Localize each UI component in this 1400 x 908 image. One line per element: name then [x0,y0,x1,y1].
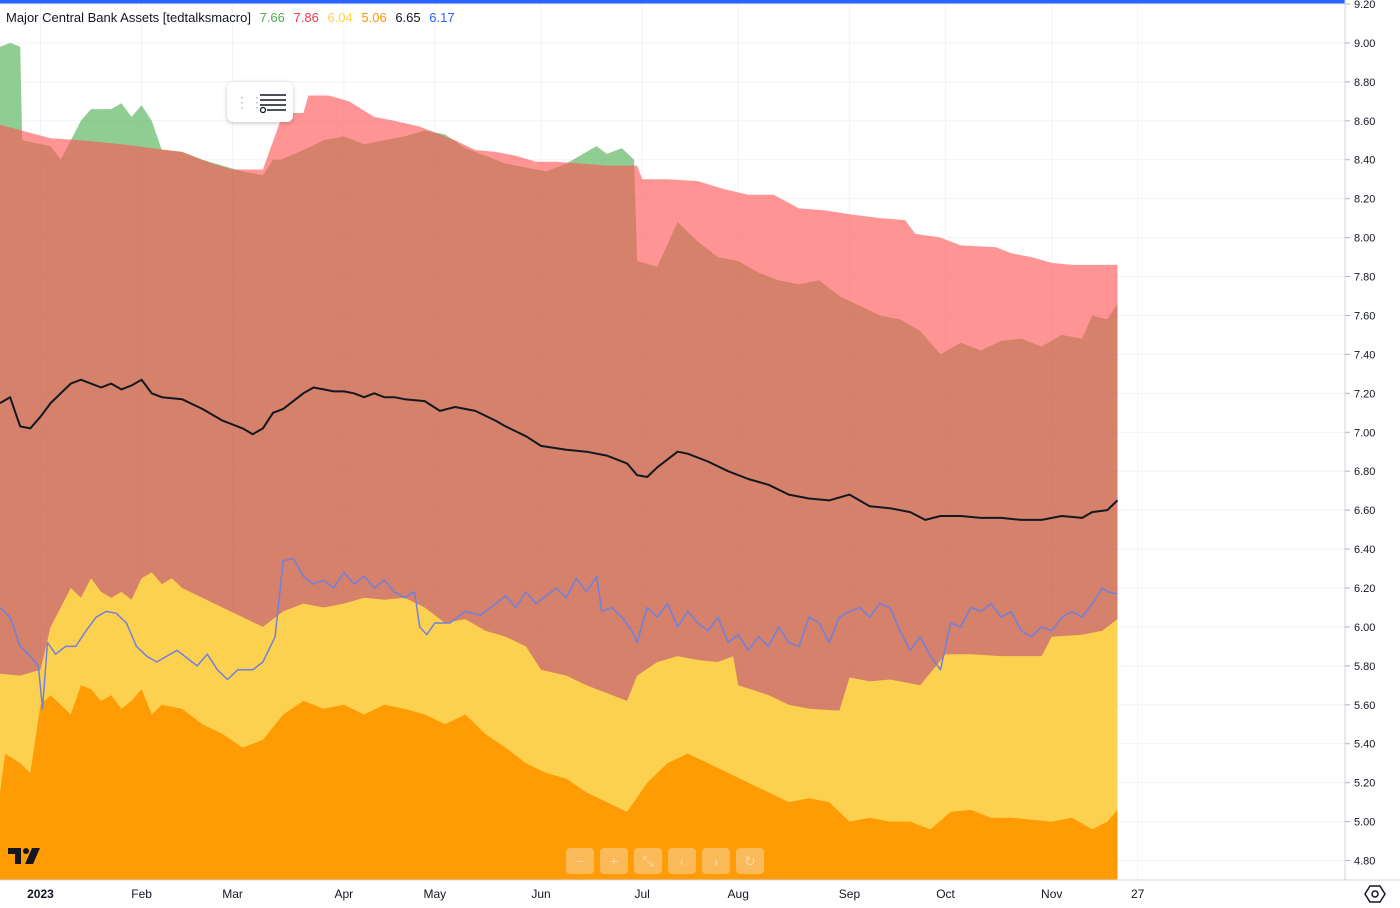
x-tick-label: Mar [222,887,243,901]
chevron-right-icon[interactable]: › [702,848,730,874]
y-tick-label: 5.40 [1354,739,1375,751]
y-tick-label: 4.80 [1354,856,1375,868]
reset-icon[interactable]: ↻ [736,848,764,874]
time-axis [0,880,1400,908]
drag-handle-icon[interactable]: ⋮⋮ [235,94,265,110]
floating-toolbar[interactable]: ⋮⋮ [227,82,293,122]
y-tick-label: 9.00 [1354,38,1375,50]
gear-icon[interactable] [1364,884,1386,904]
x-tick-label: Sep [839,887,861,901]
y-tick-label: 8.20 [1354,194,1375,206]
y-tick-label: 9.20 [1354,0,1375,11]
x-tick-label: Oct [936,887,955,901]
x-tick-label: Feb [131,887,152,901]
x-tick-label: 2023 [27,887,54,901]
legend-value-green: 7.66 [259,10,285,25]
legend-value-red: 7.86 [293,10,319,25]
x-tick-label: Apr [334,887,353,901]
price-axis [1345,0,1400,908]
y-tick-label: 5.00 [1354,817,1375,829]
zoom-in-icon[interactable]: + [600,848,628,874]
legend-title: Major Central Bank Assets [tedtalksmacro… [6,10,251,25]
y-tick-label: 7.40 [1354,349,1375,361]
x-tick-label: Aug [728,887,749,901]
x-tick-label: Jul [634,887,649,901]
y-tick-label: 8.00 [1354,233,1375,245]
y-tick-label: 8.60 [1354,116,1375,128]
legend-value-yellow: 6.04 [327,10,353,25]
y-tick-label: 6.40 [1354,544,1375,556]
tradingview-logo-icon [8,848,40,864]
chevron-left-icon[interactable]: ‹ [668,848,696,874]
x-tick-label: Nov [1041,887,1062,901]
x-tick-label: May [424,887,447,901]
x-tick-label: Jun [531,887,550,901]
y-tick-label: 7.00 [1354,427,1375,439]
blue-line-series [0,558,1118,710]
legend-value-blue: 6.17 [429,10,455,25]
settings-lines-icon[interactable] [259,92,287,114]
y-tick-label: 6.80 [1354,466,1375,478]
y-tick-label: 6.60 [1354,505,1375,517]
y-tick-label: 5.60 [1354,700,1375,712]
y-tick-label: 6.20 [1354,583,1375,595]
y-tick-label: 6.00 [1354,622,1375,634]
y-tick-label: 8.80 [1354,77,1375,89]
legend-value-black: 6.65 [395,10,421,25]
chart-navigation[interactable]: − + ⤡ ‹ › ↻ [566,848,764,874]
y-tick-label: 7.60 [1354,310,1375,322]
y-tick-label: 5.20 [1354,778,1375,790]
orange-area-series [0,685,1118,880]
y-tick-label: 7.20 [1354,388,1375,400]
y-tick-label: 7.80 [1354,272,1375,284]
x-tick-label: 27 [1131,887,1145,901]
scroll-icon[interactable]: ⤡ [634,848,662,874]
zoom-out-icon[interactable]: − [566,848,594,874]
legend-value-orange: 5.06 [361,10,387,25]
y-tick-label: 8.40 [1354,155,1375,167]
black-line-series [0,378,1119,521]
y-tick-label: 5.80 [1354,661,1375,673]
chart-top-border [0,0,1400,4]
chart-legend[interactable]: Major Central Bank Assets [tedtalksmacro… [6,10,460,25]
